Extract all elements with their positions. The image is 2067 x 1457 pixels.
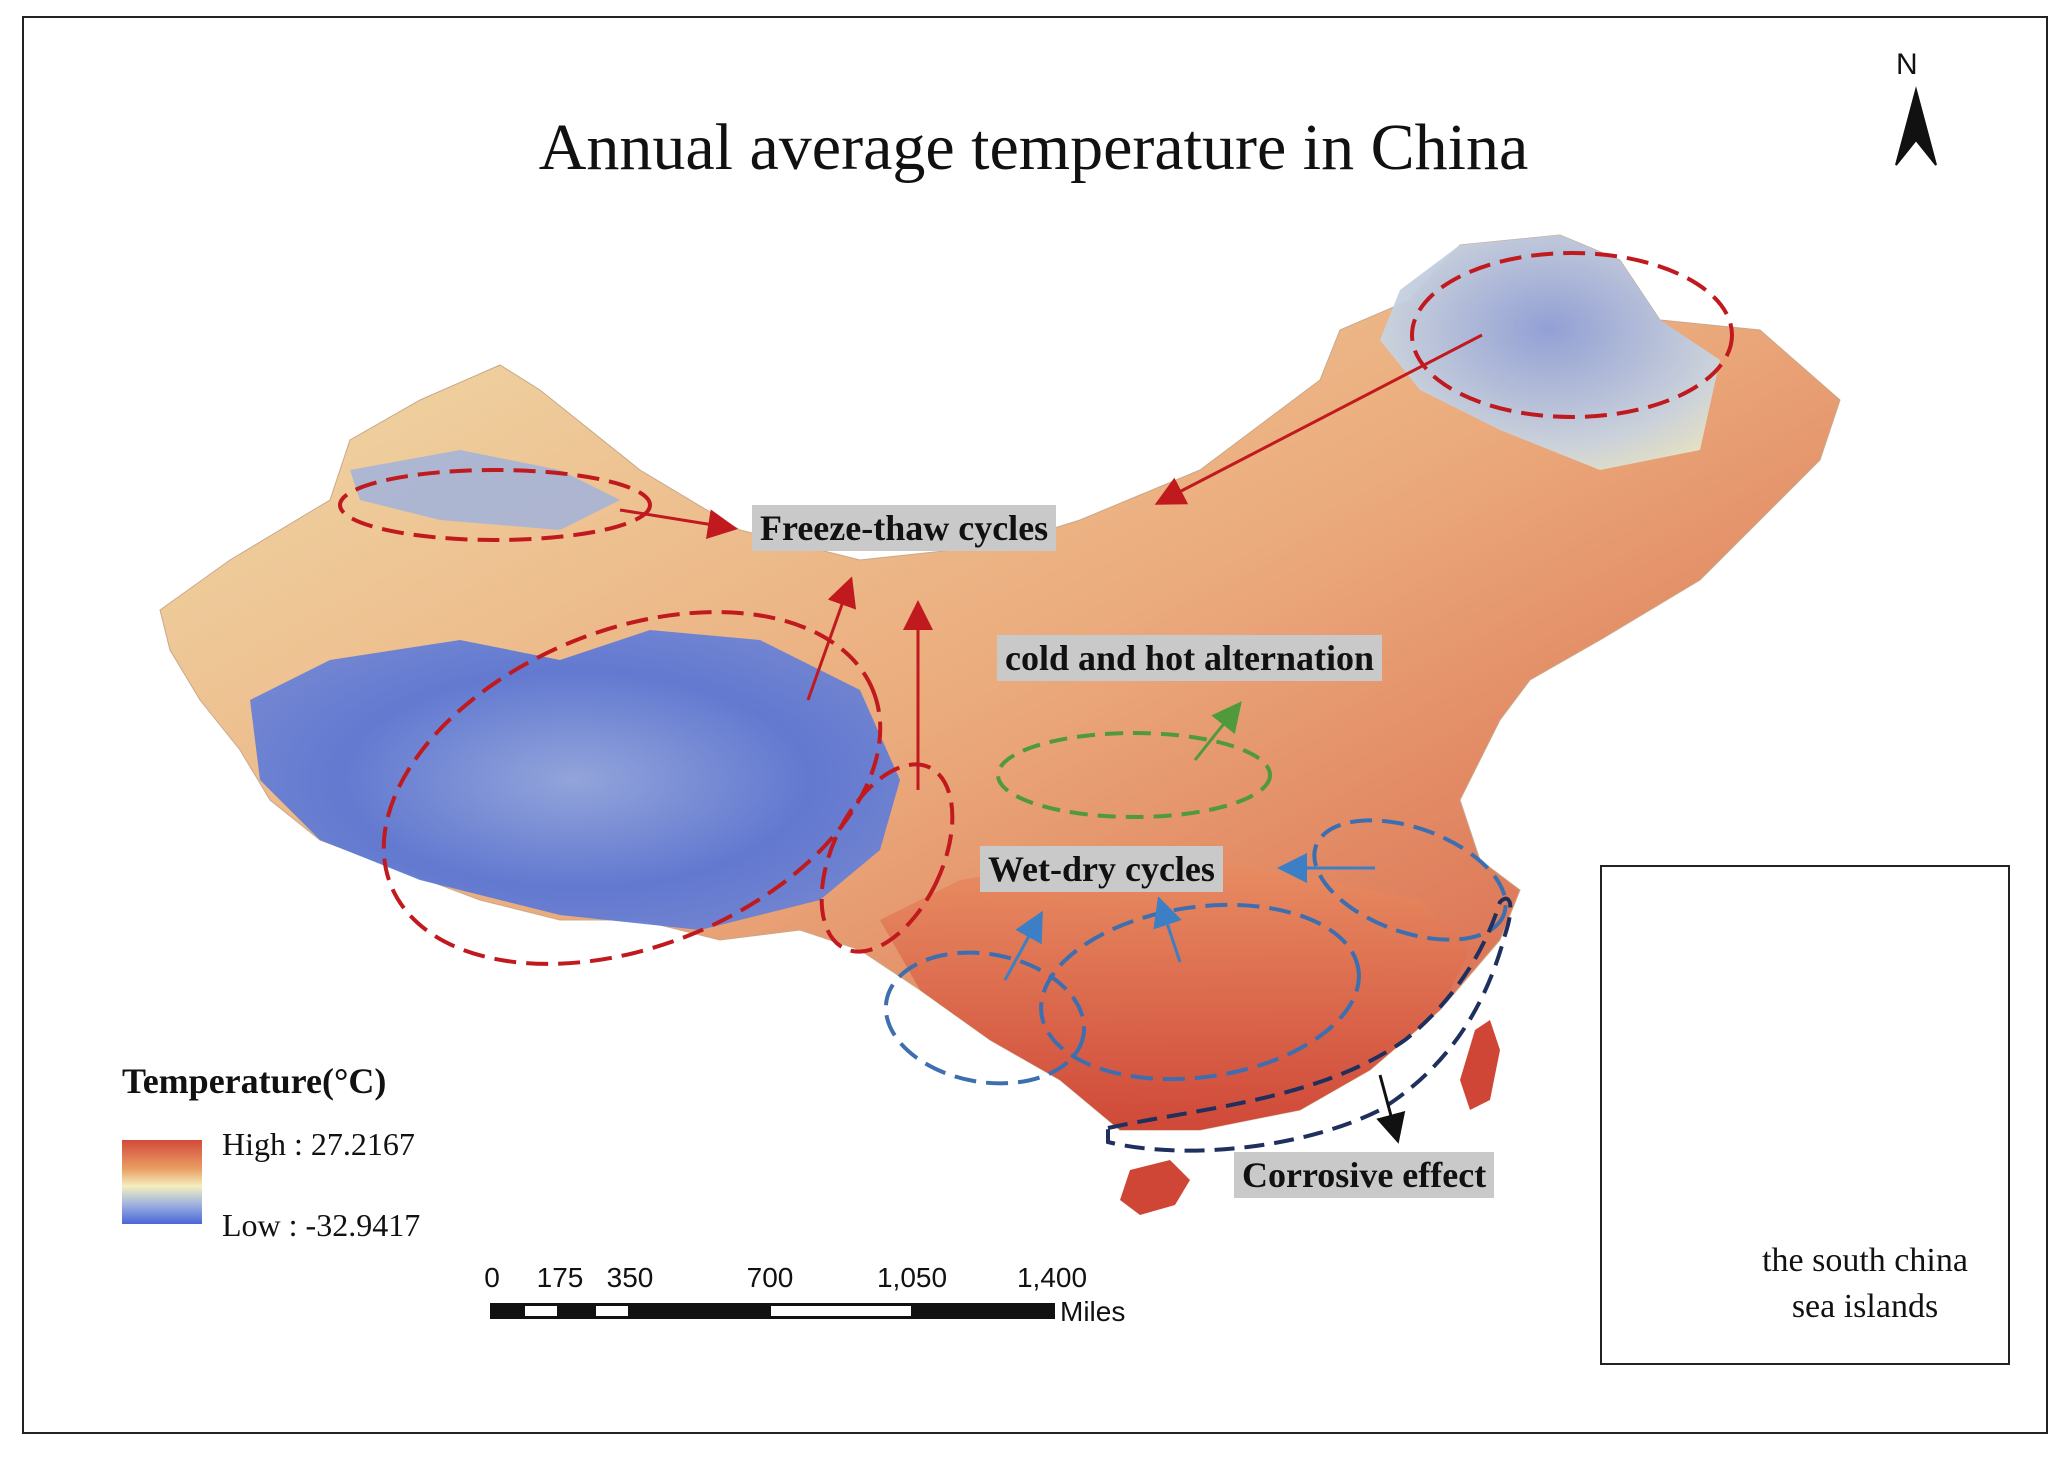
- map-title: Annual average temperature in China: [538, 111, 1529, 184]
- wet-dry-arrow-1: [1003, 910, 1043, 981]
- callout-freeze-thaw: Freeze-thaw cycles: [752, 505, 1057, 551]
- tianshan-cold-zone: [350, 450, 620, 530]
- freeze-thaw-ellipse-plateau: [381, 610, 883, 966]
- freeze-thaw-ellipse-sichuan: [819, 762, 955, 954]
- corrosive-coastline-loop: [1106, 896, 1513, 1153]
- scale-bar: [490, 1303, 1055, 1319]
- wet-dry-ellipse-east: [1312, 818, 1508, 942]
- north-arrow-label: N: [1896, 48, 1918, 81]
- freeze-thaw-arrow-1: [619, 508, 738, 540]
- cold-hot-arrow: [1193, 701, 1242, 761]
- callout-corrosive: Corrosive effect: [1234, 1152, 1495, 1198]
- legend-high-label: High : 27.2167: [222, 1126, 415, 1162]
- scale-unit-label: Miles: [1060, 1296, 1126, 1327]
- north-arrow-icon: [1895, 86, 1937, 166]
- freeze-thaw-arrow-2: [1154, 333, 1483, 505]
- tibetan-plateau-cold-zone: [250, 630, 900, 930]
- scale-tick: 175: [536, 1262, 584, 1293]
- freeze-thaw-ellipse-northeast: [1410, 251, 1734, 419]
- cold-hot-ellipse: [996, 731, 1272, 819]
- inset-label-line2: sea islands: [1791, 1288, 1939, 1325]
- hainan-island: [1120, 1160, 1190, 1215]
- wet-dry-ellipse-yunnan: [883, 950, 1087, 1086]
- legend-color-ramp: [122, 1140, 202, 1224]
- scale-tick: 0: [484, 1262, 500, 1293]
- south-china-sea-inset: [1600, 865, 2010, 1365]
- callout-cold-hot: cold and hot alternation: [997, 635, 1383, 681]
- scale-tick: 700: [746, 1262, 794, 1293]
- freeze-thaw-arrow-3: [806, 576, 857, 701]
- legend-title: Temperature(°C): [122, 1061, 387, 1101]
- south-china-warm-zone: [880, 860, 1470, 1130]
- scale-tick: 350: [606, 1262, 654, 1293]
- wet-dry-ellipse-south-central: [1039, 902, 1361, 1082]
- taiwan-island: [1460, 1020, 1500, 1110]
- scale-tick: 1,400: [1016, 1262, 1088, 1293]
- map-frame: [22, 16, 2048, 1434]
- callout-wet-dry: Wet-dry cycles: [980, 846, 1223, 892]
- legend-low-label: Low : -32.9417: [222, 1207, 421, 1243]
- wet-dry-arrow-2: [1153, 896, 1182, 963]
- inset-label-line1: the south china: [1762, 1242, 1968, 1279]
- freeze-thaw-ellipse-tianshan: [338, 468, 652, 542]
- scale-tick: 1,050: [876, 1262, 948, 1293]
- corrosive-arrow: [1376, 1074, 1406, 1144]
